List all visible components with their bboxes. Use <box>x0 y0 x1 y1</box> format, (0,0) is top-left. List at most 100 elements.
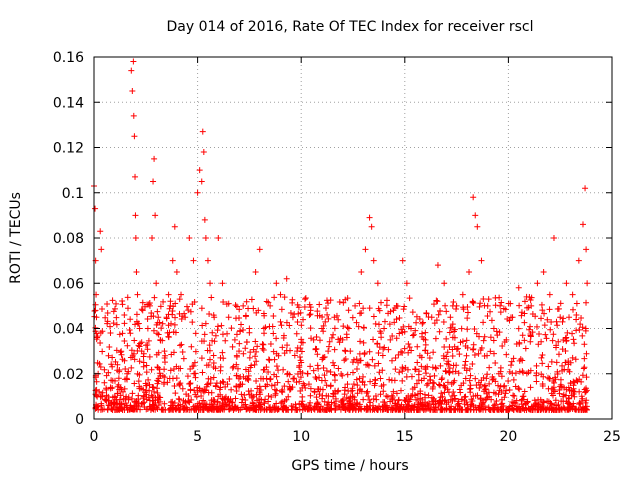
data-point <box>98 393 105 400</box>
data-point <box>308 406 315 413</box>
data-point <box>578 315 585 322</box>
data-point <box>335 336 342 343</box>
data-point <box>92 301 99 308</box>
data-point <box>528 302 535 309</box>
data-point <box>271 356 278 363</box>
data-point <box>127 316 134 323</box>
data-point <box>533 362 540 369</box>
data-point <box>233 331 240 338</box>
data-point <box>204 257 211 264</box>
data-point <box>180 355 187 362</box>
data-point <box>539 360 546 367</box>
data-point <box>378 299 385 306</box>
data-point <box>306 301 313 308</box>
data-point <box>521 319 528 326</box>
data-point <box>167 298 174 305</box>
data-point <box>307 392 314 399</box>
data-point <box>443 335 450 342</box>
data-point <box>155 378 162 385</box>
data-point <box>345 388 352 395</box>
data-point <box>449 334 456 341</box>
data-point <box>270 312 277 319</box>
data-point <box>461 362 468 369</box>
data-point <box>392 355 399 362</box>
data-point <box>381 399 388 406</box>
data-point <box>296 400 303 407</box>
data-point <box>466 268 473 275</box>
data-point <box>371 362 378 369</box>
data-point <box>128 67 135 74</box>
data-point <box>341 357 348 364</box>
data-point <box>366 348 373 355</box>
data-point <box>169 257 176 264</box>
data-point <box>325 348 332 355</box>
data-point <box>330 331 337 338</box>
data-point <box>538 301 545 308</box>
data-point <box>411 392 418 399</box>
data-point <box>242 345 249 352</box>
data-point <box>356 300 363 307</box>
data-point <box>540 268 547 275</box>
data-point <box>143 382 150 389</box>
data-point <box>464 326 471 333</box>
data-point <box>155 331 162 338</box>
data-point <box>155 314 162 321</box>
data-point <box>242 313 249 320</box>
data-point <box>248 394 255 401</box>
data-point <box>432 335 439 342</box>
data-point <box>429 385 436 392</box>
data-point <box>557 381 564 388</box>
data-point <box>328 334 335 341</box>
data-point <box>403 403 410 410</box>
data-point <box>135 392 142 399</box>
data-point <box>533 323 540 330</box>
data-point <box>135 399 142 406</box>
data-point <box>248 362 255 369</box>
data-point <box>297 388 304 395</box>
data-point <box>115 406 122 413</box>
data-point <box>462 358 469 365</box>
data-point <box>93 336 100 343</box>
data-point <box>453 306 460 313</box>
data-point <box>436 328 443 335</box>
data-point <box>457 389 464 396</box>
data-point <box>477 381 484 388</box>
data-point <box>342 296 349 303</box>
data-point <box>230 406 237 413</box>
data-point <box>425 402 432 409</box>
data-point <box>577 400 584 407</box>
data-point <box>149 393 156 400</box>
data-point <box>360 339 367 346</box>
data-point <box>292 401 299 408</box>
data-point <box>409 332 416 339</box>
data-point <box>215 235 222 241</box>
data-point <box>460 304 467 311</box>
data-point <box>490 337 497 344</box>
data-point <box>497 309 504 316</box>
data-point <box>134 291 141 298</box>
data-point <box>546 375 553 382</box>
data-point <box>357 338 364 345</box>
data-point <box>122 366 129 373</box>
data-point <box>481 302 488 309</box>
data-point <box>576 326 583 333</box>
data-point <box>284 371 291 378</box>
data-point <box>256 246 263 253</box>
data-point <box>281 383 288 390</box>
data-point <box>313 334 320 341</box>
data-point <box>118 386 125 393</box>
data-point <box>109 363 116 370</box>
data-point <box>212 332 219 339</box>
data-point <box>462 343 469 350</box>
data-point <box>199 128 206 135</box>
data-point <box>187 308 194 315</box>
data-point <box>439 375 446 382</box>
data-point <box>124 342 131 349</box>
data-point <box>377 330 384 337</box>
data-point <box>543 335 550 342</box>
data-point <box>275 367 282 374</box>
data-point <box>581 364 588 371</box>
data-point <box>272 392 279 399</box>
data-point <box>581 341 588 348</box>
data-point <box>453 346 460 353</box>
